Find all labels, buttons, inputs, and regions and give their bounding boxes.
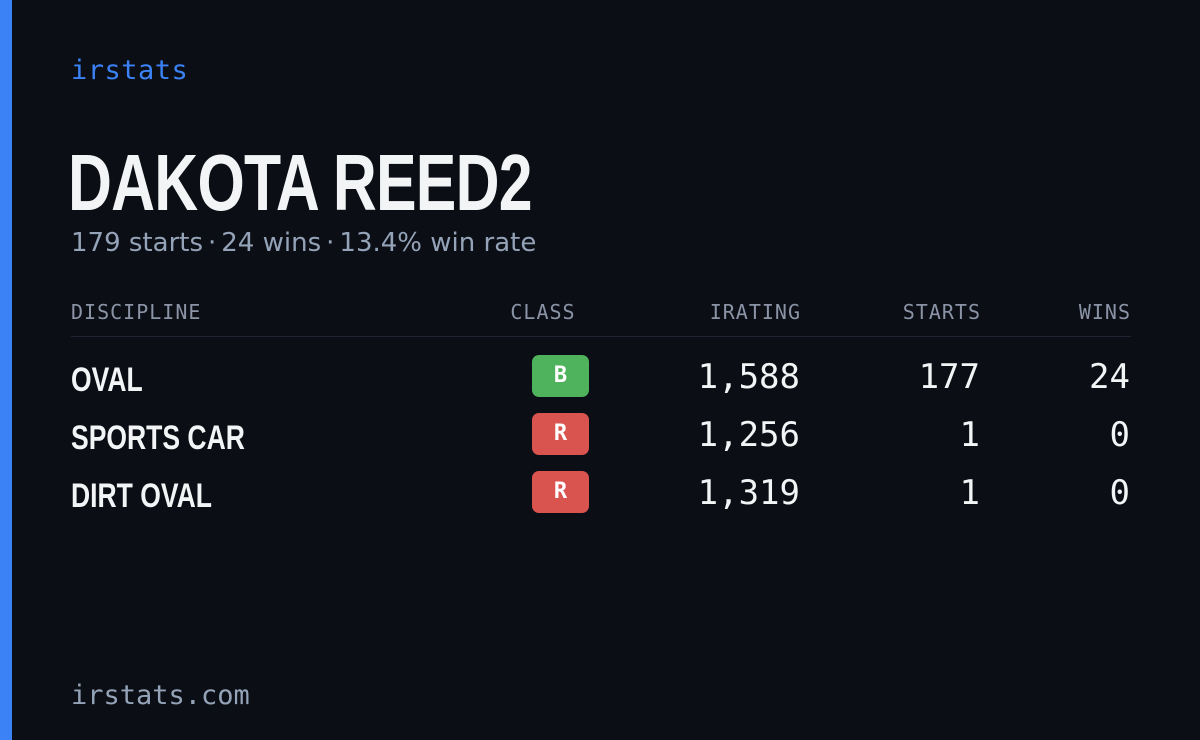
table-header: DISCIPLINE CLASS IRATING STARTS WINS bbox=[71, 296, 1131, 337]
table-row: DIRT OVAL R 1,319 1 0 bbox=[71, 469, 1131, 527]
irating-value: 1,588 bbox=[697, 357, 800, 397]
starts-value: 1 bbox=[959, 415, 980, 455]
brand-logo: irstats bbox=[71, 55, 189, 86]
player-summary: 179 starts · 24 wins · 13.4% win rate bbox=[71, 228, 536, 258]
stats-table: DISCIPLINE CLASS IRATING STARTS WINS OVA… bbox=[71, 296, 1131, 527]
wins-value: 0 bbox=[1109, 473, 1130, 513]
class-badge: R bbox=[532, 471, 589, 513]
player-name: DAKOTA REED2 bbox=[68, 138, 533, 227]
column-header-starts: STARTS bbox=[902, 300, 981, 324]
table-body: OVAL B 1,588 177 24 SPORTS CAR R 1,256 1… bbox=[71, 353, 1131, 527]
starts-value: 1 bbox=[959, 473, 980, 513]
column-header-class: CLASS bbox=[510, 300, 576, 324]
footer-url: irstats.com bbox=[71, 680, 250, 711]
starts-value: 177 bbox=[918, 357, 980, 397]
discipline-name: SPORTS CAR bbox=[71, 419, 245, 457]
starts-count: 179 starts bbox=[71, 228, 203, 258]
column-header-discipline: DISCIPLINE bbox=[71, 300, 202, 324]
table-row: SPORTS CAR R 1,256 1 0 bbox=[71, 411, 1131, 469]
column-header-irating: IRATING bbox=[709, 300, 801, 324]
discipline-name: OVAL bbox=[71, 361, 143, 399]
column-header-wins: WINS bbox=[1078, 300, 1131, 324]
discipline-name: DIRT OVAL bbox=[71, 477, 212, 515]
class-badge: R bbox=[532, 413, 589, 455]
win-rate: 13.4% win rate bbox=[339, 228, 537, 258]
table-row: OVAL B 1,588 177 24 bbox=[71, 353, 1131, 411]
separator: · bbox=[208, 228, 217, 258]
wins-value: 24 bbox=[1089, 357, 1130, 397]
accent-bar bbox=[0, 0, 12, 740]
wins-value: 0 bbox=[1109, 415, 1130, 455]
irating-value: 1,319 bbox=[697, 473, 800, 513]
separator: · bbox=[326, 228, 335, 258]
class-badge: B bbox=[532, 355, 589, 397]
irating-value: 1,256 bbox=[697, 415, 800, 455]
wins-count: 24 wins bbox=[221, 228, 322, 258]
